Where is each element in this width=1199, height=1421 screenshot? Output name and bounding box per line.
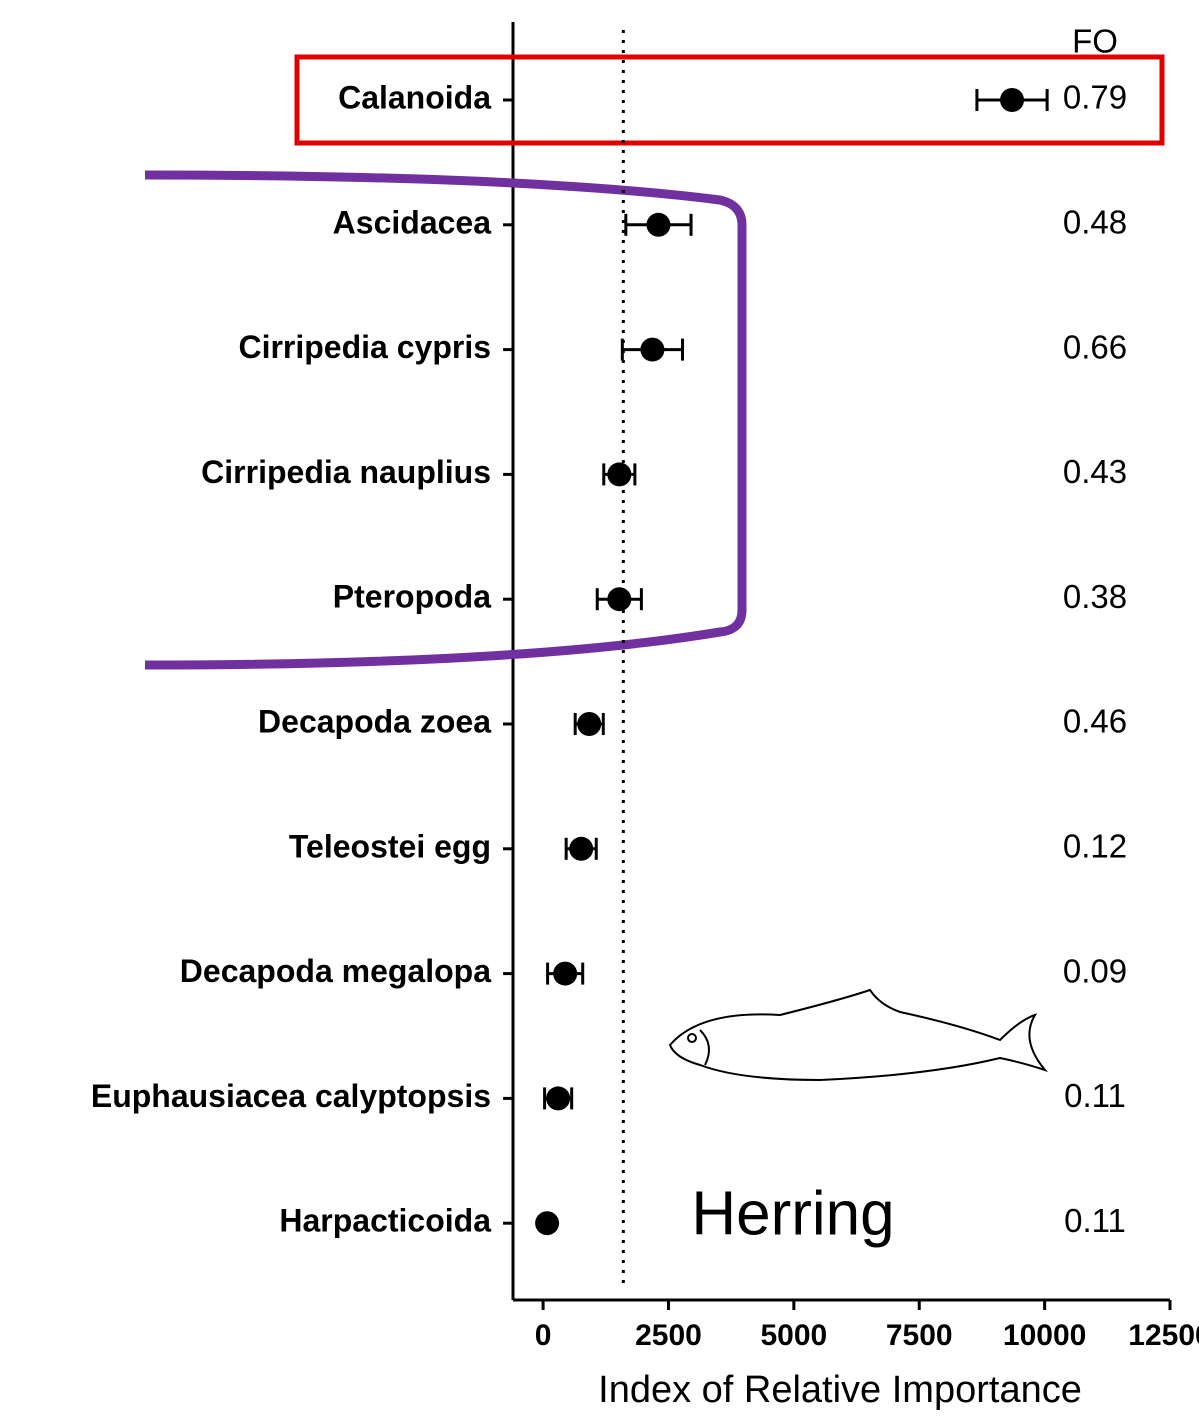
point (569, 836, 594, 861)
point (1000, 88, 1025, 112)
y-tick-label: Harpacticoida (279, 1203, 491, 1239)
highlight-box (294, 54, 1165, 146)
fo-value: 0.48 (1063, 204, 1127, 241)
fo-value: 0.79 (1063, 79, 1127, 116)
fish-illustration (668, 988, 1048, 1082)
point (640, 337, 665, 362)
point (646, 212, 671, 237)
fo-value: 0.66 (1063, 328, 1127, 365)
x-tick-label: 7500 (886, 1319, 953, 1352)
x-tick-label: 10000 (1003, 1319, 1086, 1352)
point (607, 587, 632, 612)
fo-value: 0.43 (1063, 453, 1127, 490)
point (577, 712, 602, 736)
y-tick-label: Pteropoda (333, 579, 491, 615)
fo-value: 0.11 (1064, 1077, 1126, 1114)
point (553, 961, 578, 986)
x-tick-label: 2500 (635, 1319, 702, 1352)
y-tick-label: Cirripedia nauplius (201, 454, 491, 490)
y-tick-label: Teleostei egg (289, 828, 491, 864)
x-axis-label: Index of Relative Importance (598, 1369, 1082, 1411)
fo-value: 0.12 (1063, 828, 1127, 865)
y-tick-label: Decapoda megalopa (180, 953, 491, 989)
point (535, 1211, 560, 1236)
fo-value: 0.11 (1064, 1202, 1126, 1239)
fo-value: 0.38 (1063, 578, 1127, 615)
bracket (144, 170, 747, 670)
fo-value: 0.09 (1063, 952, 1127, 989)
fo-header: FO (1072, 23, 1118, 60)
x-tick-label: 5000 (760, 1319, 827, 1352)
x-tick-label: 12500 (1128, 1319, 1199, 1352)
y-tick-label: Decapoda zoea (258, 703, 491, 739)
point (546, 1086, 571, 1111)
annotation: Herring (691, 1179, 894, 1248)
y-tick-label: Calanoida (338, 79, 491, 115)
fo-value: 0.46 (1063, 703, 1127, 740)
point (607, 462, 632, 487)
x-tick-label: 0 (535, 1319, 552, 1352)
y-tick-label: Euphausiacea calyptopsis (91, 1078, 491, 1114)
y-tick-label: Cirripedia cypris (238, 329, 491, 365)
y-tick-label: Ascidacea (333, 204, 492, 240)
